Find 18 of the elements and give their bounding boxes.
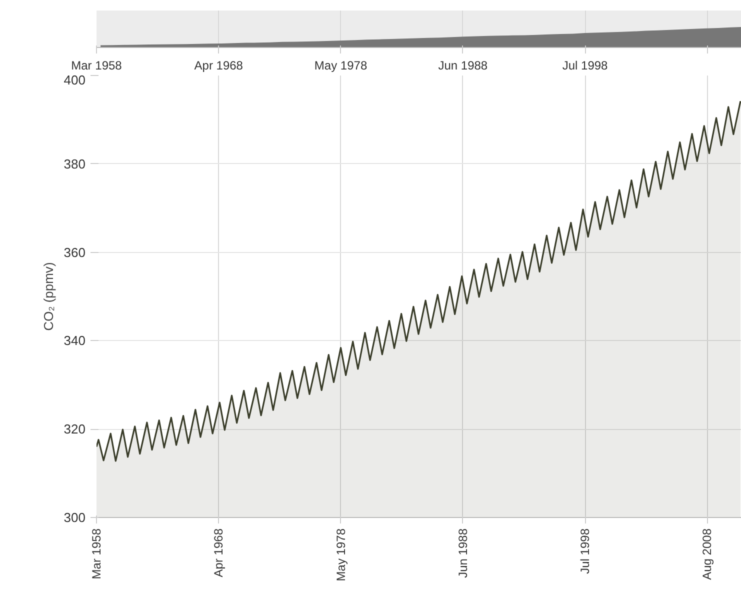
x-tick-label: May 1978 [314, 58, 368, 72]
x-tick-label: Mar 1958 [71, 58, 122, 72]
x-tick-label: Jun 1988 [438, 58, 488, 72]
y-tick-label: 300 [64, 510, 86, 525]
x-tick-label: Jun 1988 [456, 528, 470, 578]
x-tick-label: Jul 1998 [578, 528, 592, 574]
x-tick-label: Aug 2008 [700, 528, 714, 580]
y-tick-label: 400 [64, 72, 86, 88]
y-tick-label: 360 [64, 244, 86, 260]
y-tick-label: 340 [64, 333, 86, 348]
x-tick-label: May 1978 [334, 528, 348, 582]
y-axis-title: CO₂ (ppmv) [40, 262, 56, 331]
x-tick-label: Apr 1968 [212, 528, 226, 578]
y-tick-label: 320 [64, 422, 86, 437]
x-tick-label: Mar 1958 [90, 528, 104, 580]
y-tick-label: 380 [64, 156, 86, 172]
x-tick-label: Jul 1998 [562, 58, 608, 72]
x-tick-label: Apr 1968 [194, 58, 244, 72]
